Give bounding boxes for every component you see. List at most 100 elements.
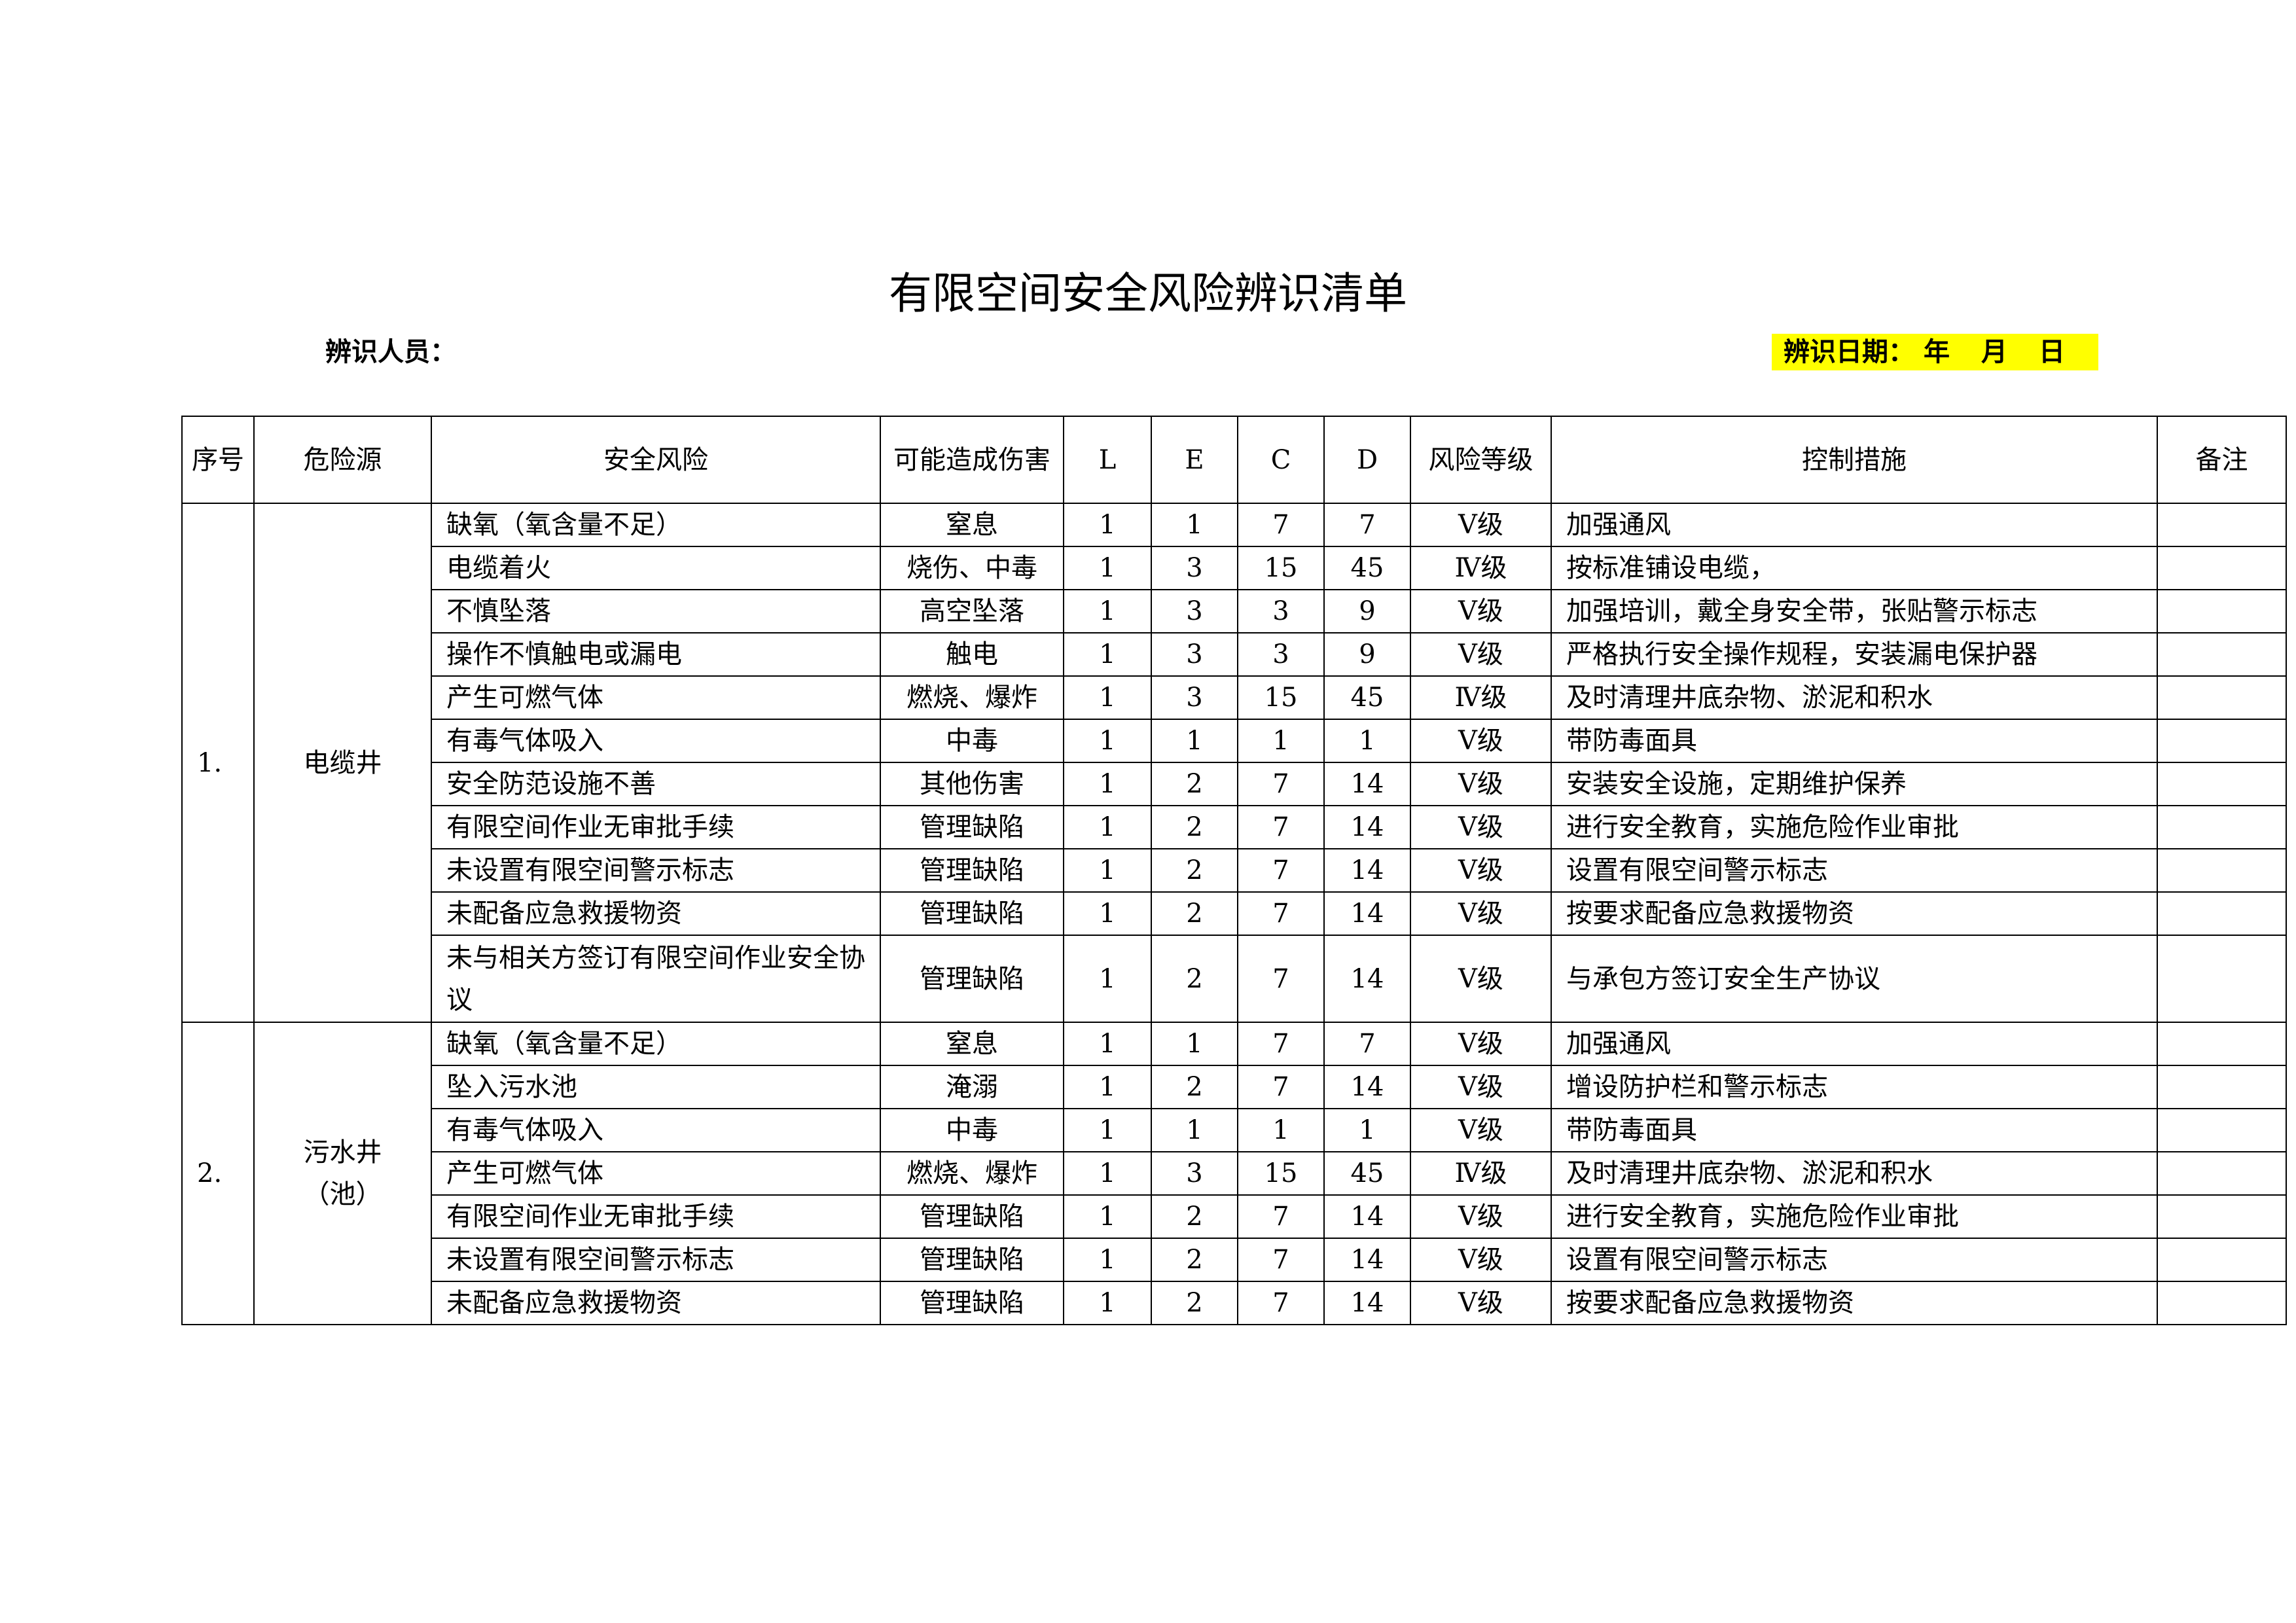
e-cell: 1 xyxy=(1151,1022,1238,1066)
remark-cell xyxy=(2157,1065,2287,1109)
c-cell: 7 xyxy=(1237,503,1325,547)
l-cell: 1 xyxy=(1063,1151,1152,1196)
risk-cell: 安全防范设施不善 xyxy=(431,762,881,806)
d-cell: 9 xyxy=(1323,589,1411,633)
harm-cell: 管理缺陷 xyxy=(880,805,1064,849)
e-cell: 1 xyxy=(1151,719,1238,763)
remark-cell xyxy=(2157,719,2287,763)
control-cell: 与承包方签订安全生产协议 xyxy=(1551,935,2158,1023)
remark-cell xyxy=(2157,546,2287,590)
level-cell: Ⅴ级 xyxy=(1410,848,1552,893)
remark-cell xyxy=(2157,675,2287,720)
level-cell: Ⅴ级 xyxy=(1410,632,1552,677)
level-cell: Ⅴ级 xyxy=(1410,503,1552,547)
d-cell: 1 xyxy=(1323,719,1411,763)
header-seq: 序号 xyxy=(181,416,255,504)
e-cell: 1 xyxy=(1151,1108,1238,1152)
l-cell: 1 xyxy=(1063,762,1152,806)
header-control: 控制措施 xyxy=(1551,416,2158,504)
d-cell: 14 xyxy=(1323,891,1411,936)
remark-cell xyxy=(2157,1022,2287,1066)
level-cell: Ⅴ级 xyxy=(1410,589,1552,633)
harm-cell: 中毒 xyxy=(880,719,1064,763)
remark-cell xyxy=(2157,1108,2287,1152)
harm-cell: 中毒 xyxy=(880,1108,1064,1152)
header-c: C xyxy=(1237,416,1325,504)
l-cell: 1 xyxy=(1063,1065,1152,1109)
page-title: 有限空间安全风险辨识清单 xyxy=(889,268,1407,319)
risk-cell: 电缆着火 xyxy=(431,546,881,590)
harm-cell: 窒息 xyxy=(880,503,1064,547)
risk-table: 序号 危险源 安全风险 可能造成伤害 L E C D 风险等级 控制措施 备注 1. 电缆井 缺氧（氧含… xyxy=(181,416,2287,1325)
e-cell: 3 xyxy=(1151,675,1238,720)
risk-cell: 有限空间作业无审批手续 xyxy=(431,1194,881,1239)
e-cell: 2 xyxy=(1151,762,1238,806)
harm-cell: 高空坠落 xyxy=(880,589,1064,633)
d-cell: 14 xyxy=(1323,805,1411,849)
control-cell: 带防毒面具 xyxy=(1551,1108,2158,1152)
date-year: 年 xyxy=(1924,337,1950,367)
table-row: 产生可燃气体 燃烧、爆炸 1 3 15 45 Ⅳ级 及时清理井底杂物、淤泥和积水 xyxy=(182,1151,2287,1196)
l-cell: 1 xyxy=(1063,805,1152,849)
table-row: 安全防范设施不善 其他伤害 1 2 7 14 Ⅴ级 安装安全设施，定期维护保养 xyxy=(182,762,2287,806)
e-cell: 2 xyxy=(1151,1281,1238,1325)
d-cell: 14 xyxy=(1323,1238,1411,1282)
harm-cell: 管理缺陷 xyxy=(880,848,1064,893)
d-cell: 45 xyxy=(1323,675,1411,720)
risk-cell: 坠入污水池 xyxy=(431,1065,881,1109)
d-cell: 14 xyxy=(1323,935,1411,1023)
d-cell: 45 xyxy=(1323,546,1411,590)
table-row: 不慎坠落 高空坠落 1 3 3 9 Ⅴ级 加强培训，戴全身安全带，张贴警示标志 xyxy=(182,589,2287,633)
hazard-source-cell: 电缆井 xyxy=(253,503,432,1023)
c-cell: 15 xyxy=(1237,546,1325,590)
c-cell: 7 xyxy=(1237,805,1325,849)
table-row: 未配备应急救援物资 管理缺陷 1 2 7 14 Ⅴ级 按要求配备应急救援物资 xyxy=(182,891,2287,936)
c-cell: 7 xyxy=(1237,848,1325,893)
harm-cell: 淹溺 xyxy=(880,1065,1064,1109)
d-cell: 14 xyxy=(1323,762,1411,806)
level-cell: Ⅴ级 xyxy=(1410,1108,1552,1152)
risk-cell: 有毒气体吸入 xyxy=(431,719,881,763)
e-cell: 1 xyxy=(1151,503,1238,547)
control-cell: 及时清理井底杂物、淤泥和积水 xyxy=(1551,675,2158,720)
table-row: 有毒气体吸入 中毒 1 1 1 1 Ⅴ级 带防毒面具 xyxy=(182,719,2287,763)
level-cell: Ⅴ级 xyxy=(1410,891,1552,936)
e-cell: 3 xyxy=(1151,1151,1238,1196)
l-cell: 1 xyxy=(1063,1022,1152,1066)
harm-cell: 燃烧、爆炸 xyxy=(880,1151,1064,1196)
header-e: E xyxy=(1151,416,1238,504)
e-cell: 2 xyxy=(1151,891,1238,936)
c-cell: 7 xyxy=(1237,1238,1325,1282)
level-cell: Ⅴ级 xyxy=(1410,762,1552,806)
c-cell: 7 xyxy=(1237,891,1325,936)
c-cell: 15 xyxy=(1237,675,1325,720)
c-cell: 15 xyxy=(1237,1151,1325,1196)
table-row: 有限空间作业无审批手续 管理缺陷 1 2 7 14 Ⅴ级 进行安全教育，实施危险作业审批 xyxy=(182,1194,2287,1239)
hazard-source-cell: 污水井（池） xyxy=(253,1022,432,1325)
remark-cell xyxy=(2157,1194,2287,1239)
d-cell: 7 xyxy=(1323,1022,1411,1066)
control-cell: 带防毒面具 xyxy=(1551,719,2158,763)
d-cell: 7 xyxy=(1323,503,1411,547)
control-cell: 加强培训，戴全身安全带，张贴警示标志 xyxy=(1551,589,2158,633)
l-cell: 1 xyxy=(1063,546,1152,590)
risk-cell: 缺氧（氧含量不足） xyxy=(431,1022,881,1066)
level-cell: Ⅴ级 xyxy=(1410,1022,1552,1066)
remark-cell xyxy=(2157,1281,2287,1325)
remark-cell xyxy=(2157,935,2287,1023)
harm-cell: 其他伤害 xyxy=(880,762,1064,806)
level-cell: Ⅴ级 xyxy=(1410,935,1552,1023)
remark-cell xyxy=(2157,805,2287,849)
risk-cell: 产生可燃气体 xyxy=(431,1151,881,1196)
e-cell: 3 xyxy=(1151,546,1238,590)
control-cell: 加强通风 xyxy=(1551,1022,2158,1066)
c-cell: 1 xyxy=(1237,1108,1325,1152)
table-header-row: 序号 危险源 安全风险 可能造成伤害 L E C D 风险等级 控制措施 备注 xyxy=(181,416,2287,504)
control-cell: 按要求配备应急救援物资 xyxy=(1551,891,2158,936)
remark-cell xyxy=(2157,1238,2287,1282)
l-cell: 1 xyxy=(1063,1108,1152,1152)
identifier-label: 辨识人员： xyxy=(325,337,456,367)
l-cell: 1 xyxy=(1063,719,1152,763)
harm-cell: 管理缺陷 xyxy=(880,1238,1064,1282)
e-cell: 3 xyxy=(1151,632,1238,677)
